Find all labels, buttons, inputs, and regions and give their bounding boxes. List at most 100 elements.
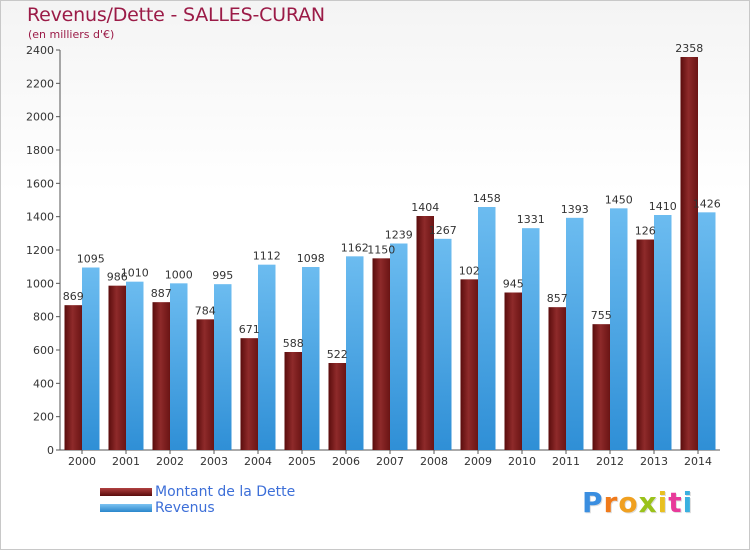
bar-dette: [416, 216, 434, 450]
bar-revenus: [654, 215, 672, 450]
data-label-dette: 945: [503, 278, 524, 291]
data-label-revenus: 1331: [517, 213, 545, 226]
data-label-revenus: 1410: [649, 200, 677, 213]
data-label-revenus: 1393: [561, 203, 589, 216]
chart-subtitle: (en milliers d'€): [28, 28, 115, 41]
bar-dette: [372, 258, 390, 450]
data-label-dette: 986: [107, 271, 128, 284]
data-label-dette: 755: [591, 309, 612, 322]
bar-dette: [636, 239, 654, 450]
bar-revenus: [214, 284, 232, 450]
bar-revenus: [566, 217, 584, 450]
bar-revenus: [126, 281, 144, 450]
bar-dette: [328, 363, 346, 450]
bar-dette: [108, 285, 126, 450]
y-tick-label: 2400: [26, 44, 54, 57]
bar-revenus: [346, 256, 364, 450]
bar-revenus: [258, 264, 276, 450]
x-tick-label: 2010: [508, 455, 536, 468]
y-tick-label: 400: [33, 377, 54, 390]
y-tick-label: 1600: [26, 177, 54, 190]
y-tick-label: 600: [33, 344, 54, 357]
data-label-dette: 869: [63, 290, 84, 303]
x-tick-label: 2003: [200, 455, 228, 468]
x-tick-label: 2002: [156, 455, 184, 468]
logo-letter: t: [668, 486, 683, 519]
proxiti-logo: Proxiti: [582, 486, 693, 519]
bar-revenus: [170, 283, 188, 450]
data-label-dette: 671: [239, 323, 260, 336]
data-label-revenus: 1000: [165, 268, 193, 281]
bar-dette: [64, 305, 82, 450]
y-tick-label: 1000: [26, 277, 54, 290]
data-label-revenus: 1239: [385, 229, 413, 242]
data-label-dette: 1404: [411, 201, 439, 214]
bar-dette: [284, 352, 302, 450]
bar-dette: [504, 292, 522, 450]
logo-letter: x: [638, 486, 658, 519]
logo-letter: o: [618, 486, 639, 519]
data-label-dette: 857: [547, 292, 568, 305]
bar-dette: [680, 57, 698, 450]
legend-swatch-dette: [100, 488, 152, 496]
data-label-revenus: 1095: [77, 253, 105, 266]
data-label-dette: 887: [151, 287, 172, 300]
data-label-dette: 784: [195, 304, 216, 317]
data-label-revenus: 1426: [693, 197, 721, 210]
bar-revenus: [698, 212, 716, 450]
bar-dette: [152, 302, 170, 450]
bar-dette: [240, 338, 258, 450]
x-tick-label: 2013: [640, 455, 668, 468]
x-tick-label: 2009: [464, 455, 492, 468]
data-label-dette: 588: [283, 337, 304, 350]
bar-revenus: [434, 238, 452, 450]
data-label-dette: 126: [635, 225, 656, 238]
legend-swatch-revenus: [100, 504, 152, 512]
data-label-dette: 1150: [367, 243, 395, 256]
x-tick-label: 2004: [244, 455, 272, 468]
y-tick-label: 0: [47, 444, 54, 457]
chart-title: Revenus/Dette - SALLES-CURAN: [27, 4, 325, 26]
y-tick-label: 1800: [26, 144, 54, 157]
y-tick-label: 2200: [26, 77, 54, 90]
data-label-revenus: 1098: [297, 252, 325, 265]
bar-dette: [460, 279, 478, 450]
data-label-revenus: 1010: [121, 267, 149, 280]
y-tick-label: 800: [33, 311, 54, 324]
bar-revenus: [390, 243, 408, 450]
logo-letter: P: [582, 486, 604, 519]
x-tick-label: 2014: [684, 455, 712, 468]
x-tick-label: 2006: [332, 455, 360, 468]
logo-letter: i: [657, 486, 669, 519]
x-tick-label: 2000: [68, 455, 96, 468]
x-tick-label: 2012: [596, 455, 624, 468]
legend-label-revenus: Revenus: [155, 500, 215, 516]
data-label-revenus: 1162: [341, 241, 369, 254]
data-label-revenus: 1267: [429, 224, 457, 237]
bar-dette: [196, 319, 214, 450]
x-tick-label: 2005: [288, 455, 316, 468]
x-tick-label: 2007: [376, 455, 404, 468]
bar-revenus: [302, 267, 320, 450]
x-tick-label: 2008: [420, 455, 448, 468]
bar-revenus: [610, 208, 628, 450]
bar-dette: [592, 324, 610, 450]
data-label-revenus: 1450: [605, 193, 633, 206]
data-label-revenus: 995: [212, 269, 233, 282]
y-tick-label: 1400: [26, 211, 54, 224]
y-tick-label: 2000: [26, 111, 54, 124]
data-label-dette: 522: [327, 348, 348, 361]
data-label-revenus: 1112: [253, 250, 281, 263]
y-tick-label: 200: [33, 411, 54, 424]
bar-dette: [548, 307, 566, 450]
x-tick-label: 2011: [552, 455, 580, 468]
x-tick-label: 2001: [112, 455, 140, 468]
logo-letter: r: [603, 486, 619, 519]
y-tick-label: 1200: [26, 244, 54, 257]
data-label-revenus: 1458: [473, 192, 501, 205]
logo-letter: i: [682, 486, 694, 519]
bar-revenus: [478, 207, 496, 450]
data-label-dette: 2358: [675, 42, 703, 55]
data-label-dette: 102: [459, 264, 480, 277]
